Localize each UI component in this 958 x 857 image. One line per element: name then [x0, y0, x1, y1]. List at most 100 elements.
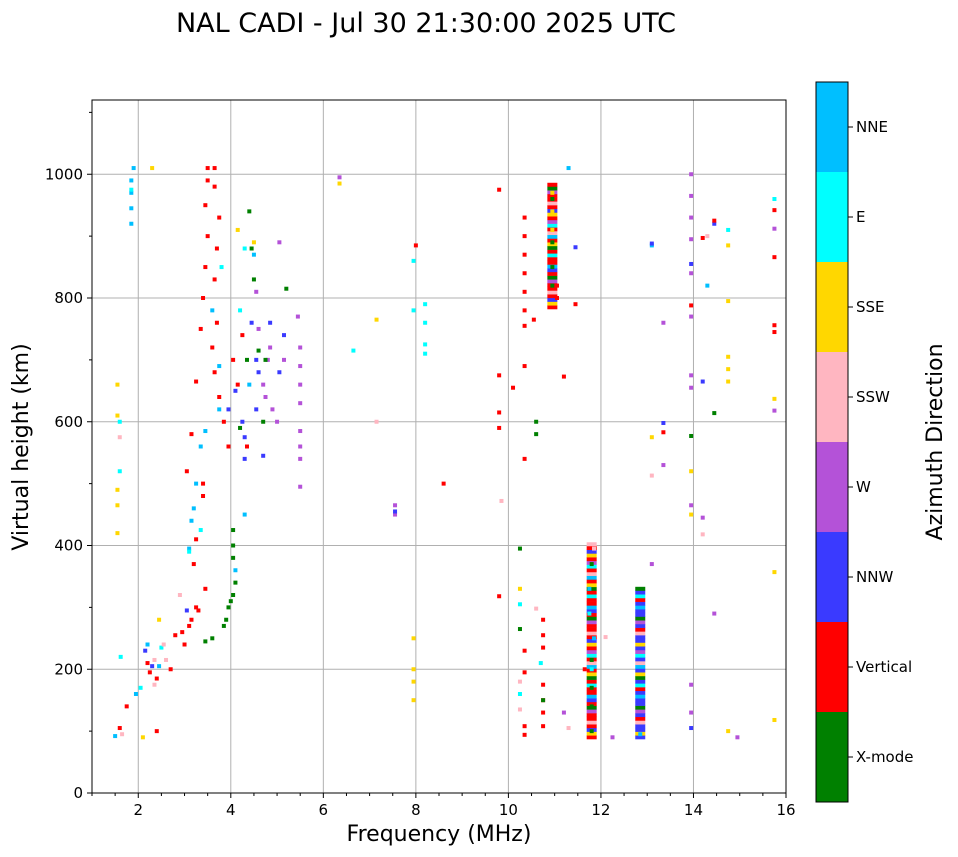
data-point-vertical — [182, 642, 187, 647]
data-point-sse — [547, 212, 558, 217]
data-point-x-mode — [712, 411, 717, 416]
colorbar-frame — [815, 81, 849, 803]
colorbar-label: SSW — [856, 388, 890, 406]
data-point-sse — [411, 636, 416, 641]
data-point-nnw — [261, 453, 266, 458]
colorbar-segment-sse — [816, 262, 848, 352]
data-point-nne — [586, 694, 597, 699]
data-point-nnw — [635, 623, 646, 628]
y-axis-ticks: 0 200 400 600 800 1000 — [45, 111, 92, 802]
data-point-w — [689, 193, 694, 198]
data-point-nne — [129, 221, 134, 226]
data-point-x-mode — [238, 425, 243, 430]
data-point-ssw — [603, 635, 608, 640]
data-point-vertical — [586, 701, 597, 706]
data-point-sse — [235, 227, 240, 232]
data-point-e — [117, 469, 122, 474]
data-point-vertical — [635, 597, 646, 602]
data-point-x-mode — [550, 240, 555, 245]
data-point-sse — [649, 435, 654, 440]
data-point-e — [586, 653, 597, 658]
data-point-x-mode — [550, 197, 555, 201]
data-point-sse — [157, 617, 162, 622]
colorbar-segment-x-mode — [816, 712, 848, 802]
data-point-vertical — [522, 648, 527, 653]
data-point-nne — [586, 605, 597, 610]
data-point-vertical — [196, 608, 201, 613]
data-point-x-mode — [244, 357, 249, 362]
data-point-sse — [726, 299, 731, 304]
data-point-ssw — [177, 593, 182, 597]
data-point-nnw — [573, 245, 578, 250]
data-point-nnw — [242, 456, 247, 461]
data-point-vertical — [586, 735, 597, 740]
data-point-nne — [157, 664, 162, 669]
data-point-vertical — [203, 586, 208, 591]
data-point-vertical — [635, 687, 646, 692]
y-tick-label: 0 — [73, 784, 83, 802]
data-point-sse — [586, 553, 597, 558]
data-point-w — [256, 326, 261, 331]
data-point-nne — [133, 692, 138, 696]
data-point-vertical — [212, 370, 217, 375]
data-point-x-mode — [586, 675, 597, 680]
data-point-w — [254, 289, 259, 294]
data-point-nnw — [700, 379, 705, 384]
data-point-vertical — [154, 676, 159, 681]
data-point-ssw — [586, 542, 597, 547]
data-point-vertical — [554, 283, 559, 288]
data-point-vertical — [189, 432, 194, 437]
data-point-w — [561, 710, 566, 715]
data-point-w — [586, 620, 597, 625]
data-point-nnw — [586, 549, 597, 554]
x-axis-ticks: 2 4 6 8 10 12 14 16 — [91, 793, 796, 819]
data-point-e — [411, 258, 416, 263]
data-point-x-mode — [517, 546, 522, 551]
data-point-nne — [586, 664, 597, 669]
data-point-x-mode — [534, 419, 539, 424]
data-point-sse — [150, 166, 155, 171]
data-point-sse — [726, 729, 731, 734]
data-point-w — [270, 407, 275, 412]
data-point-vertical — [772, 208, 777, 213]
data-point-ssw — [161, 642, 166, 647]
data-point-nnw — [635, 727, 646, 732]
data-point-sse — [772, 396, 777, 401]
colorbar-segment-e — [816, 172, 848, 262]
data-point-e — [219, 265, 224, 270]
colorbar-label: SSE — [856, 298, 885, 316]
data-point-e — [423, 320, 428, 325]
data-point-nne — [217, 364, 222, 369]
data-point-nne — [242, 512, 247, 517]
data-point-vertical — [205, 234, 210, 239]
data-point-nne — [247, 382, 252, 387]
data-point-ssw — [117, 435, 122, 440]
data-point-ssw — [152, 682, 157, 687]
data-point-nnw — [635, 638, 646, 643]
data-point-nnw — [635, 609, 646, 614]
data-point-nne — [586, 575, 597, 580]
data-point-vertical — [201, 494, 206, 498]
data-point-nne — [131, 166, 136, 171]
data-point-x-mode — [251, 277, 256, 282]
data-point-w — [689, 314, 694, 319]
data-point-nnw — [635, 646, 646, 651]
data-point-sse — [586, 672, 597, 677]
data-point-nne — [203, 429, 208, 434]
data-point-vertical — [586, 579, 597, 584]
data-point-e — [159, 645, 164, 650]
data-point-w — [712, 611, 717, 616]
data-point-vertical — [522, 308, 527, 313]
data-point-sse — [726, 243, 731, 248]
data-point-vertical — [226, 444, 231, 449]
data-point-w — [649, 562, 654, 567]
data-point-sse — [726, 379, 731, 384]
data-point-vertical — [187, 623, 192, 628]
data-point-sse — [115, 487, 120, 492]
data-point-sse — [517, 586, 522, 591]
data-point-ssw — [374, 419, 379, 424]
data-point-w — [298, 484, 303, 489]
data-point-vertical — [635, 627, 646, 632]
data-point-x-mode — [203, 639, 208, 644]
data-point-e — [635, 594, 646, 599]
